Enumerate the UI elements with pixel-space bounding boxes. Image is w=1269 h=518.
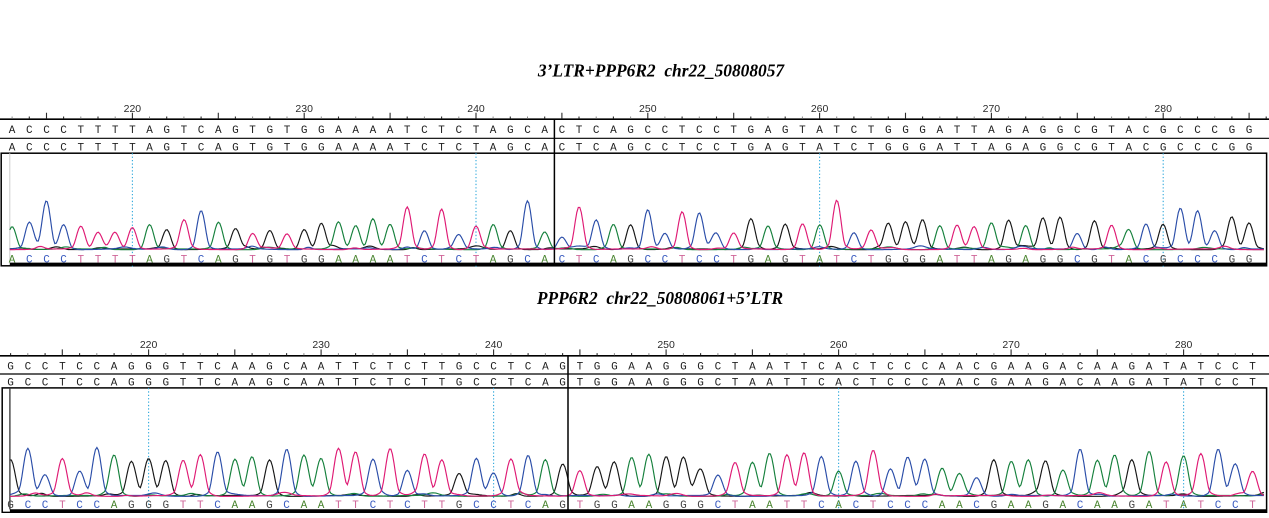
svg-text:240: 240 [485,339,503,351]
svg-text:260: 260 [830,339,848,351]
svg-text:220: 220 [140,339,158,351]
svg-text:ACCCTTTTAGTCAGTGTGGAAAATCTCTAG: ACCCTTTTAGTCAGTGTGGAAAATCTCTAGCACTCAGCCT… [9,143,1253,155]
svg-text:GCCTCCAGGGTTCAAGCAATTCTCTTGCCT: GCCTCCAGGGTTCAAGCAATTCTCTTGCCTCAGTGGAAGG… [7,377,1256,389]
svg-text:250: 250 [639,103,657,115]
svg-text:270: 270 [983,103,1001,115]
svg-text:280: 280 [1175,339,1193,351]
svg-text:GCCTCCAGGGTTCAAGCAATTCTCTTGCCT: GCCTCCAGGGTTCAAGCAATTCTCTTGCCTCAGTGGAAGG… [7,361,1256,373]
svg-text:230: 230 [295,103,313,115]
svg-text:220: 220 [124,103,142,115]
svg-text:230: 230 [312,339,330,351]
svg-text:260: 260 [811,103,829,115]
svg-text:ACCCTTTTAGTCAGTGTGGAAAATCTCTAG: ACCCTTTTAGTCAGTGTGGAAAATCTCTAGCACTCAGCCT… [9,125,1253,137]
svg-text:280: 280 [1154,103,1172,115]
svg-text:240: 240 [467,103,485,115]
svg-text:PPP6R2 chr22_50808061+5’LTR: PPP6R2 chr22_50808061+5’LTR [536,288,783,308]
svg-text:250: 250 [657,339,675,351]
svg-text:3’LTR+PPP6R2 chr22_50808057: 3’LTR+PPP6R2 chr22_50808057 [537,61,786,81]
svg-text:270: 270 [1002,339,1020,351]
